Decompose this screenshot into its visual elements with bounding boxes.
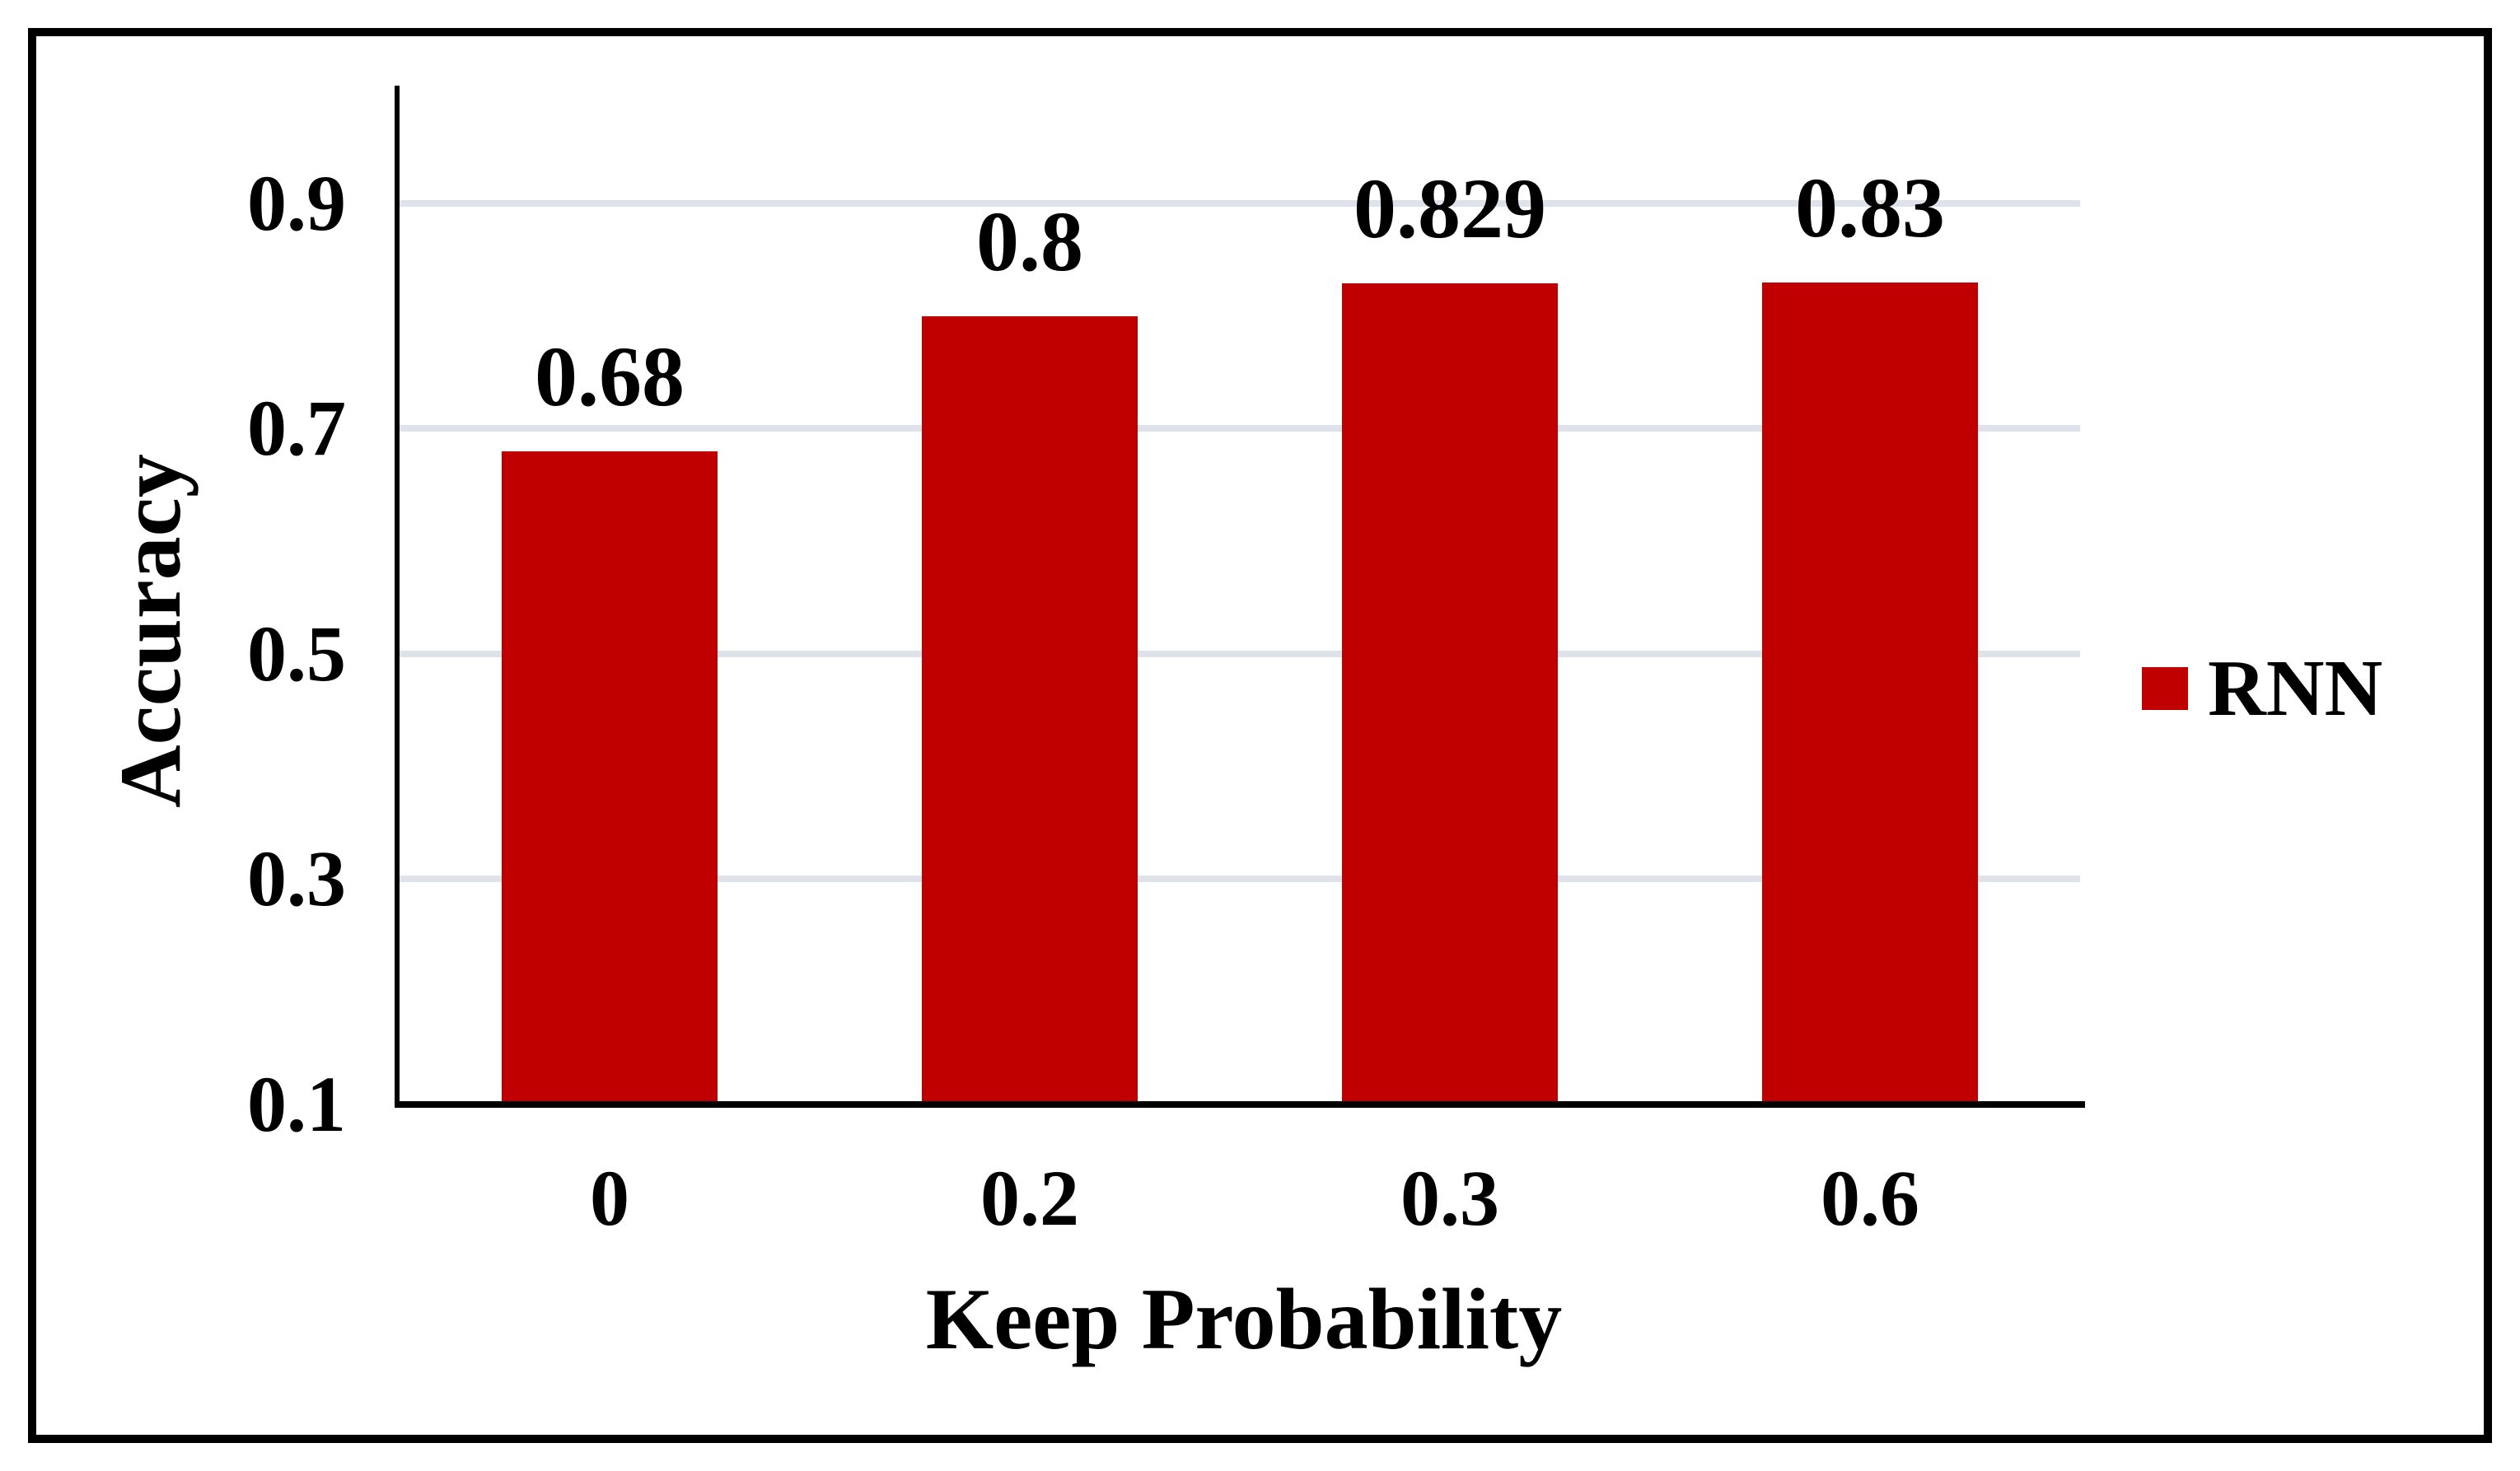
bar-data-label-0: 0.68 bbox=[535, 329, 685, 424]
plot-area: 0.68 0.8 0.829 0.83 bbox=[400, 91, 2080, 1104]
y-tick-label-0.9: 0.9 bbox=[247, 158, 346, 247]
bar-0.6 bbox=[1762, 282, 1978, 1104]
bar-data-label-0.2: 0.8 bbox=[976, 194, 1083, 289]
x-axis-title: Keep Probability bbox=[925, 1271, 1563, 1367]
y-tick-label-0.7: 0.7 bbox=[247, 384, 346, 473]
gridline-0.5 bbox=[400, 650, 2080, 657]
figure-border bbox=[28, 28, 2492, 1443]
bar-0.3 bbox=[1342, 283, 1558, 1104]
gridline-0.3 bbox=[400, 876, 2080, 883]
gridline-0.7 bbox=[400, 425, 2080, 432]
y-tick-label-0.3: 0.3 bbox=[247, 834, 346, 923]
legend: RNN bbox=[2142, 647, 2382, 730]
legend-label-rnn: RNN bbox=[2208, 644, 2383, 733]
bar-0 bbox=[502, 451, 718, 1104]
bar-data-label-0.3: 0.829 bbox=[1354, 161, 1546, 256]
x-tick-label-0.2: 0.2 bbox=[980, 1154, 1079, 1242]
y-axis-title: Accuracy bbox=[102, 454, 199, 808]
x-tick-label-0.3: 0.3 bbox=[1400, 1154, 1499, 1242]
legend-swatch-rnn bbox=[2142, 667, 2188, 710]
x-tick-label-0: 0 bbox=[590, 1154, 629, 1242]
y-tick-label-0.5: 0.5 bbox=[247, 609, 346, 698]
bar-data-label-0.6: 0.83 bbox=[1795, 160, 1945, 255]
x-tick-label-0.6: 0.6 bbox=[1821, 1154, 1919, 1242]
y-axis-line bbox=[395, 86, 400, 1107]
bar-0.2 bbox=[922, 315, 1138, 1104]
gridline-0.9 bbox=[400, 199, 2080, 207]
x-axis-line bbox=[395, 1101, 2085, 1108]
y-tick-label-0.1: 0.1 bbox=[247, 1060, 346, 1148]
